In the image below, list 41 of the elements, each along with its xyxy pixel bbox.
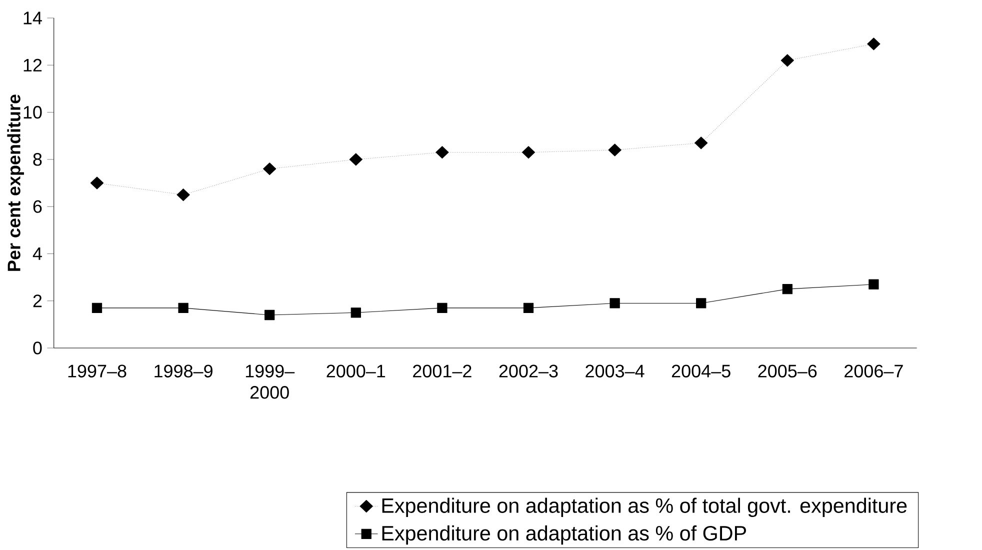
point xyxy=(437,302,448,313)
x-tick-label: 2006–7 xyxy=(844,364,903,378)
point xyxy=(780,54,794,67)
point xyxy=(867,38,880,50)
point xyxy=(176,188,190,202)
point xyxy=(264,310,275,320)
x-tick-label: 2004–5 xyxy=(672,364,730,378)
x-tick-label: 1997–8 xyxy=(68,364,126,378)
point xyxy=(350,308,361,318)
x-tick-label: 2000–1 xyxy=(326,364,386,378)
point xyxy=(696,298,706,308)
point xyxy=(523,302,534,313)
point xyxy=(436,146,449,159)
y-tick-label: 0 xyxy=(33,342,42,354)
point xyxy=(92,302,102,313)
y-tick-label: 8 xyxy=(33,153,42,166)
point xyxy=(868,279,879,290)
y-axis-title: Per cent expenditure xyxy=(7,94,24,271)
y-tick-label: 4 xyxy=(32,248,42,260)
x-tick-label: 2003–4 xyxy=(586,364,644,378)
y-tick-label: 10 xyxy=(24,106,42,119)
point xyxy=(349,153,362,166)
x-tick-label: 1999–2000 xyxy=(246,364,295,399)
point xyxy=(263,162,276,176)
point xyxy=(522,146,536,159)
x-tick-label: 2001–2 xyxy=(413,364,472,378)
x-tick-label: 2002–3 xyxy=(499,364,558,378)
y-tick-label: 14 xyxy=(24,12,42,24)
y-tick-label: 6 xyxy=(33,200,42,213)
point xyxy=(610,298,620,308)
point xyxy=(782,284,792,294)
legend-label: Expenditure on adaptation as % of GDP xyxy=(382,525,746,545)
y-tick-label: 12 xyxy=(24,58,42,72)
x-tick-label: 2005–6 xyxy=(758,364,817,378)
x-tick-label: 1998–9 xyxy=(154,364,212,378)
point xyxy=(90,176,104,190)
legend-label: Expenditure on adaptation as % of total govt. expenditure xyxy=(382,498,907,518)
point xyxy=(608,144,622,156)
point xyxy=(694,136,708,150)
point xyxy=(178,302,188,313)
y-tick-label: 2 xyxy=(33,294,42,308)
